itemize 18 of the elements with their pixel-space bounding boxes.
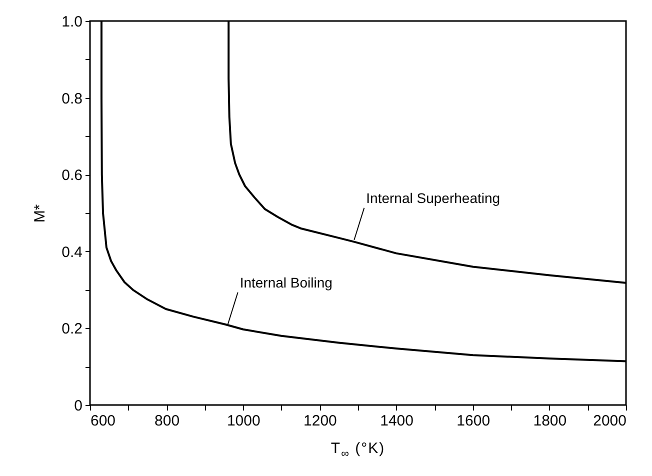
x-axis-title: T$_{∞}$ (°K)	[330, 440, 386, 460]
x-tick-label: 600	[90, 412, 116, 430]
x-tick-label: 800	[154, 412, 180, 430]
y-tick-label: 0.2	[62, 320, 82, 338]
x-tick-label: 1200	[304, 412, 337, 430]
x-tick-label: 2000	[593, 412, 626, 430]
annotation: Internal Superheating	[366, 190, 500, 206]
x-tick-label: 1800	[533, 412, 567, 430]
y-tick-label: 1.0	[62, 14, 82, 30]
x-tick-label: 1600	[456, 412, 490, 430]
y-tick-label: 0.4	[62, 244, 82, 261]
y-axis-title: M*	[32, 204, 49, 223]
x-tick-label: 1000	[226, 412, 260, 430]
x-tick-label: 1400	[380, 412, 414, 430]
y-tick-label: 0	[74, 398, 82, 414]
annotation: Internal Boiling	[240, 274, 332, 290]
y-tick-label: 0.6	[62, 167, 82, 184]
y-tick-label: 0.8	[62, 90, 82, 108]
